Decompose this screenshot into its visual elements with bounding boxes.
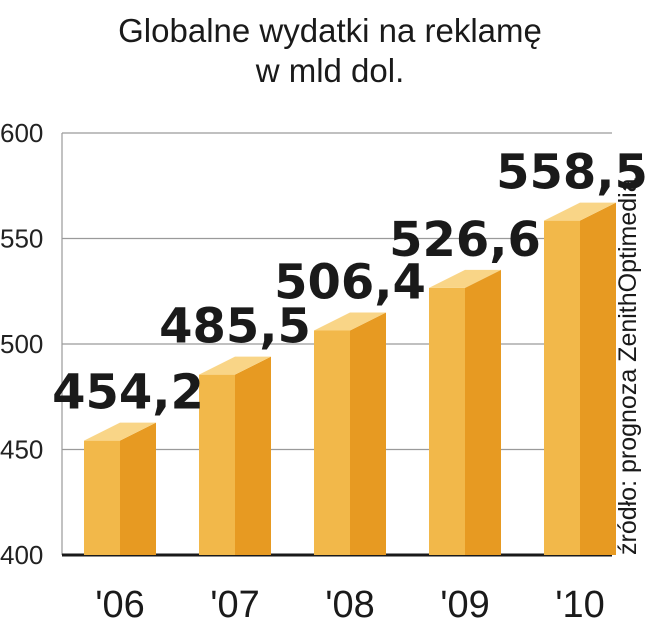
bar-front-face bbox=[84, 440, 120, 555]
bar-top-face bbox=[544, 202, 616, 221]
y-tick-label: 450 bbox=[0, 435, 43, 465]
x-tick-label: '07 bbox=[210, 584, 260, 626]
bar-side-face bbox=[235, 356, 271, 555]
bar-side-face bbox=[120, 422, 156, 555]
chart-title-line2: w mld dol. bbox=[255, 52, 405, 89]
chart-title-line1: Globalne wydatki na reklamę bbox=[118, 12, 542, 49]
bar-front-face bbox=[544, 220, 580, 555]
y-tick-label: 500 bbox=[0, 329, 43, 359]
bar-front-face bbox=[429, 287, 465, 555]
bar-side-face bbox=[465, 269, 501, 555]
x-tick-label: '06 bbox=[95, 584, 145, 626]
bar-side-face bbox=[350, 312, 386, 555]
bar-top-face bbox=[199, 356, 271, 375]
bar-side-face bbox=[580, 202, 616, 555]
bar bbox=[199, 356, 271, 555]
source-note: źródło: prognoza ZenithOptimedia bbox=[614, 178, 642, 555]
bar-value-label: 558,5 bbox=[496, 145, 648, 201]
bar-value-label: 526,6 bbox=[389, 212, 541, 268]
bar bbox=[84, 422, 156, 555]
bar-value-label: 485,5 bbox=[159, 299, 311, 355]
bar-value-label: 454,2 bbox=[52, 365, 204, 421]
bar bbox=[429, 269, 501, 555]
bar-top-face bbox=[314, 312, 386, 331]
bar-front-face bbox=[314, 330, 350, 555]
labels-layer: 400 450 500 550 600 454,2 '06 485,5 '07 506,4 '08 5… bbox=[0, 118, 648, 626]
bar-front-face bbox=[199, 374, 235, 555]
bar-top-face bbox=[84, 422, 156, 441]
y-tick-label: 400 bbox=[0, 540, 43, 570]
y-tick-label: 600 bbox=[0, 118, 43, 148]
bars-layer bbox=[84, 202, 616, 555]
bar-top-face bbox=[429, 269, 501, 288]
bar-value-label: 506,4 bbox=[274, 254, 426, 310]
bar bbox=[314, 312, 386, 555]
y-tick-label: 550 bbox=[0, 224, 43, 254]
x-tick-label: '09 bbox=[440, 584, 490, 626]
bar bbox=[544, 202, 616, 555]
x-tick-label: '08 bbox=[325, 584, 375, 626]
x-tick-label: '10 bbox=[555, 584, 605, 626]
